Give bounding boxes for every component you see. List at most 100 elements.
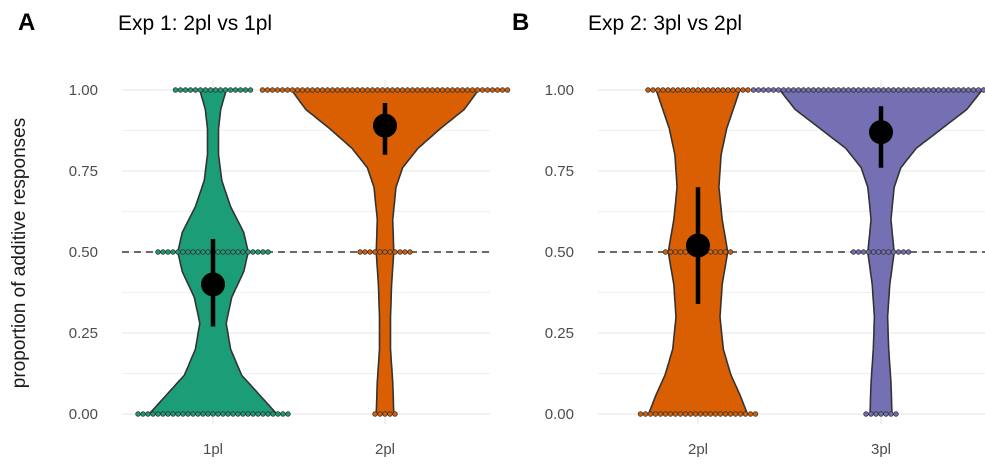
data-dot bbox=[241, 250, 246, 255]
data-dot bbox=[228, 88, 233, 93]
y-tick-label: 1.00 bbox=[545, 82, 574, 99]
data-dot bbox=[651, 88, 656, 93]
data-dot bbox=[753, 412, 758, 417]
data-dot bbox=[221, 412, 226, 417]
data-dot bbox=[320, 88, 325, 93]
panel-label: B bbox=[512, 9, 529, 36]
data-dot bbox=[894, 412, 899, 417]
data-dot bbox=[450, 88, 455, 93]
data-dot bbox=[203, 88, 208, 93]
data-dot bbox=[305, 88, 310, 93]
data-dot bbox=[668, 250, 673, 255]
data-dot bbox=[340, 88, 345, 93]
data-dot bbox=[811, 88, 816, 93]
data-dot bbox=[141, 412, 146, 417]
data-dot bbox=[261, 250, 266, 255]
data-dot bbox=[315, 88, 320, 93]
data-dot bbox=[656, 88, 661, 93]
data-dot bbox=[723, 412, 728, 417]
data-dot bbox=[836, 88, 841, 93]
data-dot bbox=[355, 88, 360, 93]
data-dot bbox=[266, 250, 271, 255]
x-tick-label: 2pl bbox=[688, 441, 708, 458]
data-dot bbox=[921, 88, 926, 93]
data-dot bbox=[198, 88, 203, 93]
data-dot bbox=[766, 88, 771, 93]
data-dot bbox=[676, 88, 681, 93]
data-dot bbox=[136, 412, 141, 417]
data-dot bbox=[738, 412, 743, 417]
data-dot bbox=[781, 88, 786, 93]
data-dot bbox=[261, 412, 266, 417]
data-dot bbox=[176, 250, 181, 255]
data-dot bbox=[806, 88, 811, 93]
data-dot bbox=[886, 250, 891, 255]
data-dot bbox=[713, 412, 718, 417]
data-dot bbox=[776, 88, 781, 93]
data-dot bbox=[440, 88, 445, 93]
data-dot bbox=[691, 88, 696, 93]
data-dot bbox=[188, 88, 193, 93]
y-tick-label: 0.75 bbox=[545, 163, 574, 180]
data-dot bbox=[761, 88, 766, 93]
data-dot bbox=[231, 412, 236, 417]
data-dot bbox=[276, 412, 281, 417]
panel-a: A Exp 1: 2pl vs 1pl 0.00 0.25 0.50 0.75 1.00 1p… bbox=[18, 9, 510, 458]
data-dot bbox=[861, 250, 866, 255]
data-dot bbox=[826, 88, 831, 93]
data-dot bbox=[876, 250, 881, 255]
data-dot bbox=[156, 250, 161, 255]
data-dot bbox=[713, 250, 718, 255]
data-dot bbox=[733, 412, 738, 417]
data-dot bbox=[856, 250, 861, 255]
data-dot bbox=[886, 88, 891, 93]
data-dot bbox=[378, 250, 383, 255]
data-dot bbox=[325, 88, 330, 93]
data-dot bbox=[201, 250, 206, 255]
data-dot bbox=[248, 88, 253, 93]
data-dot bbox=[841, 88, 846, 93]
data-dot bbox=[290, 88, 295, 93]
panel-label: A bbox=[18, 9, 35, 36]
data-dot bbox=[156, 412, 161, 417]
data-dot bbox=[906, 250, 911, 255]
data-dot bbox=[388, 412, 393, 417]
data-dot bbox=[251, 412, 256, 417]
data-dot bbox=[801, 88, 806, 93]
data-dot bbox=[350, 88, 355, 93]
data-dot bbox=[821, 88, 826, 93]
data-dot bbox=[731, 88, 736, 93]
data-dot bbox=[846, 88, 851, 93]
data-dot bbox=[241, 412, 246, 417]
data-dot bbox=[946, 88, 951, 93]
data-dot bbox=[335, 88, 340, 93]
data-dot bbox=[851, 250, 856, 255]
x-tick-label: 3pl bbox=[871, 441, 891, 458]
data-dot bbox=[206, 412, 211, 417]
data-dot bbox=[398, 250, 403, 255]
data-dot bbox=[663, 412, 668, 417]
data-dot bbox=[186, 412, 191, 417]
data-dot bbox=[330, 88, 335, 93]
data-dot bbox=[678, 412, 683, 417]
data-dot bbox=[233, 88, 238, 93]
data-dot bbox=[196, 250, 201, 255]
data-dot bbox=[410, 88, 415, 93]
data-dot bbox=[866, 88, 871, 93]
data-dot bbox=[876, 88, 881, 93]
data-dot bbox=[728, 250, 733, 255]
data-dot bbox=[246, 412, 251, 417]
data-dot bbox=[751, 88, 756, 93]
data-dot bbox=[475, 88, 480, 93]
data-dot bbox=[191, 250, 196, 255]
data-dot bbox=[911, 88, 916, 93]
data-dot bbox=[771, 88, 776, 93]
data-dot bbox=[951, 88, 956, 93]
data-dot bbox=[151, 412, 156, 417]
data-dot bbox=[673, 250, 678, 255]
data-dot bbox=[403, 250, 408, 255]
data-dot bbox=[271, 412, 276, 417]
data-dot bbox=[383, 250, 388, 255]
data-dot bbox=[746, 88, 751, 93]
data-dot bbox=[430, 88, 435, 93]
